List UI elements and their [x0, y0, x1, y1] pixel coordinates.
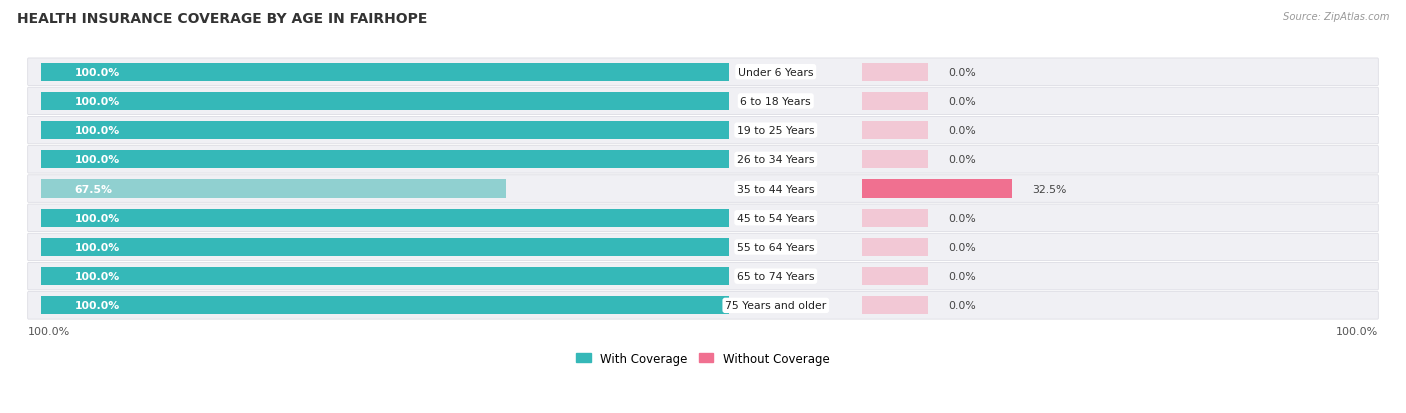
Bar [41, 151, 730, 169]
Text: 19 to 25 Years: 19 to 25 Years [737, 126, 814, 136]
Text: 65 to 74 Years: 65 to 74 Years [737, 271, 814, 282]
Text: 100.0%: 100.0% [75, 97, 120, 107]
Text: 45 to 54 Years: 45 to 54 Years [737, 213, 814, 223]
Text: 100.0%: 100.0% [1336, 327, 1378, 337]
Text: 0.0%: 0.0% [948, 126, 976, 136]
FancyBboxPatch shape [28, 176, 1378, 203]
FancyBboxPatch shape [28, 263, 1378, 290]
FancyBboxPatch shape [28, 292, 1378, 319]
Text: 6 to 18 Years: 6 to 18 Years [741, 97, 811, 107]
Bar [862, 209, 928, 227]
Bar [41, 122, 730, 140]
Bar [862, 297, 928, 315]
Text: 55 to 64 Years: 55 to 64 Years [737, 242, 814, 252]
Bar [41, 209, 730, 227]
Bar [862, 238, 928, 256]
Bar [41, 268, 730, 285]
Bar [41, 297, 730, 315]
FancyBboxPatch shape [28, 88, 1378, 115]
Text: 0.0%: 0.0% [948, 68, 976, 78]
Text: 67.5%: 67.5% [75, 184, 112, 194]
Text: 0.0%: 0.0% [948, 301, 976, 311]
Bar [41, 64, 730, 81]
Bar [41, 238, 730, 256]
Text: 0.0%: 0.0% [948, 213, 976, 223]
Bar [862, 122, 928, 140]
Text: 75 Years and older: 75 Years and older [725, 301, 827, 311]
Text: 0.0%: 0.0% [948, 271, 976, 282]
Text: Source: ZipAtlas.com: Source: ZipAtlas.com [1282, 12, 1389, 22]
Bar [41, 180, 506, 198]
Text: 0.0%: 0.0% [948, 155, 976, 165]
Text: HEALTH INSURANCE COVERAGE BY AGE IN FAIRHOPE: HEALTH INSURANCE COVERAGE BY AGE IN FAIR… [17, 12, 427, 26]
FancyBboxPatch shape [28, 234, 1378, 261]
Bar [862, 93, 928, 111]
Text: 32.5%: 32.5% [1032, 184, 1067, 194]
Text: Under 6 Years: Under 6 Years [738, 68, 814, 78]
FancyBboxPatch shape [28, 204, 1378, 232]
Bar [862, 268, 928, 285]
Bar [862, 151, 928, 169]
Text: 100.0%: 100.0% [75, 68, 120, 78]
FancyBboxPatch shape [28, 117, 1378, 145]
Text: 0.0%: 0.0% [948, 97, 976, 107]
FancyBboxPatch shape [28, 146, 1378, 173]
Text: 100.0%: 100.0% [75, 301, 120, 311]
Text: 100.0%: 100.0% [75, 155, 120, 165]
Bar [862, 64, 928, 81]
Text: 100.0%: 100.0% [75, 242, 120, 252]
Text: 100.0%: 100.0% [75, 126, 120, 136]
Text: 100.0%: 100.0% [75, 213, 120, 223]
Text: 100.0%: 100.0% [28, 327, 70, 337]
Legend: With Coverage, Without Coverage: With Coverage, Without Coverage [572, 347, 834, 370]
Bar [862, 180, 1012, 198]
Text: 35 to 44 Years: 35 to 44 Years [737, 184, 814, 194]
Text: 0.0%: 0.0% [948, 242, 976, 252]
Text: 26 to 34 Years: 26 to 34 Years [737, 155, 814, 165]
Text: 100.0%: 100.0% [75, 271, 120, 282]
Bar [41, 93, 730, 111]
FancyBboxPatch shape [28, 59, 1378, 86]
